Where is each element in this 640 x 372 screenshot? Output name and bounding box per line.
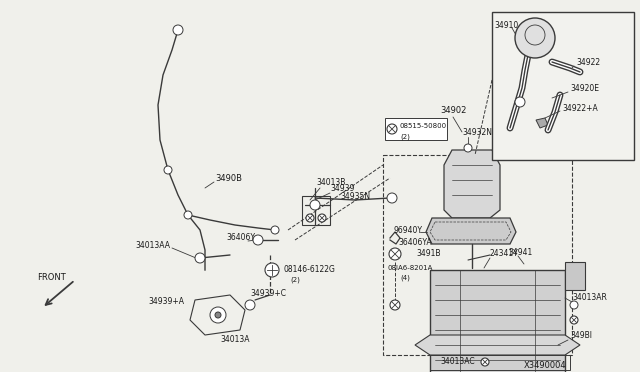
Text: 34941: 34941 xyxy=(508,247,532,257)
Text: 96940Y: 96940Y xyxy=(393,225,422,234)
Circle shape xyxy=(215,312,221,318)
Text: 34939+C: 34939+C xyxy=(250,289,286,298)
Text: 3490B: 3490B xyxy=(215,173,242,183)
Text: 36406YA: 36406YA xyxy=(398,237,431,247)
Text: FRONT: FRONT xyxy=(38,273,67,282)
Text: 08IA6-8201A: 08IA6-8201A xyxy=(388,265,433,271)
Text: 36406Y: 36406Y xyxy=(226,232,255,241)
Text: 3491B: 3491B xyxy=(416,250,440,259)
Circle shape xyxy=(173,25,183,35)
Text: 34902: 34902 xyxy=(440,106,467,115)
Circle shape xyxy=(306,214,314,222)
Text: 34910: 34910 xyxy=(494,20,518,29)
Circle shape xyxy=(389,248,401,260)
Text: 34935N: 34935N xyxy=(340,192,370,201)
Circle shape xyxy=(464,144,472,152)
Text: (2): (2) xyxy=(400,134,410,140)
Circle shape xyxy=(390,300,400,310)
Polygon shape xyxy=(565,262,585,290)
Text: 34932N: 34932N xyxy=(462,128,492,137)
Text: 24341Y: 24341Y xyxy=(490,250,519,259)
Text: 349BI: 349BI xyxy=(570,330,592,340)
Circle shape xyxy=(318,214,326,222)
Text: 34939+A: 34939+A xyxy=(148,298,184,307)
Text: 34013AA: 34013AA xyxy=(135,241,170,250)
Polygon shape xyxy=(492,12,634,160)
Text: 34013B: 34013B xyxy=(316,177,346,186)
Circle shape xyxy=(310,200,320,210)
Circle shape xyxy=(253,235,263,245)
Polygon shape xyxy=(444,150,500,218)
Circle shape xyxy=(387,124,397,134)
Polygon shape xyxy=(426,218,516,244)
Circle shape xyxy=(515,97,525,107)
Text: 34922: 34922 xyxy=(576,58,600,67)
Polygon shape xyxy=(536,118,548,128)
Text: 34922+A: 34922+A xyxy=(562,103,598,112)
Circle shape xyxy=(570,301,578,309)
Text: 08515-50800: 08515-50800 xyxy=(400,123,447,129)
Text: 34920E: 34920E xyxy=(570,83,599,93)
Text: (4): (4) xyxy=(400,275,410,281)
Text: (2): (2) xyxy=(290,277,300,283)
Circle shape xyxy=(570,316,578,324)
Circle shape xyxy=(164,166,172,174)
Circle shape xyxy=(481,358,489,366)
Circle shape xyxy=(245,300,255,310)
Circle shape xyxy=(210,307,226,323)
Text: 34013AC: 34013AC xyxy=(440,357,475,366)
Text: 08146-6122G: 08146-6122G xyxy=(284,266,336,275)
Text: 34013A: 34013A xyxy=(220,336,250,344)
Circle shape xyxy=(265,263,279,277)
Circle shape xyxy=(515,18,555,58)
Polygon shape xyxy=(385,118,447,140)
Circle shape xyxy=(271,226,279,234)
Polygon shape xyxy=(430,270,565,372)
Circle shape xyxy=(387,193,397,203)
Circle shape xyxy=(184,211,192,219)
Polygon shape xyxy=(415,335,580,355)
Circle shape xyxy=(195,253,205,263)
Text: 34013AR: 34013AR xyxy=(572,294,607,302)
Text: X3490004: X3490004 xyxy=(524,362,566,371)
Text: 34939: 34939 xyxy=(330,183,355,192)
